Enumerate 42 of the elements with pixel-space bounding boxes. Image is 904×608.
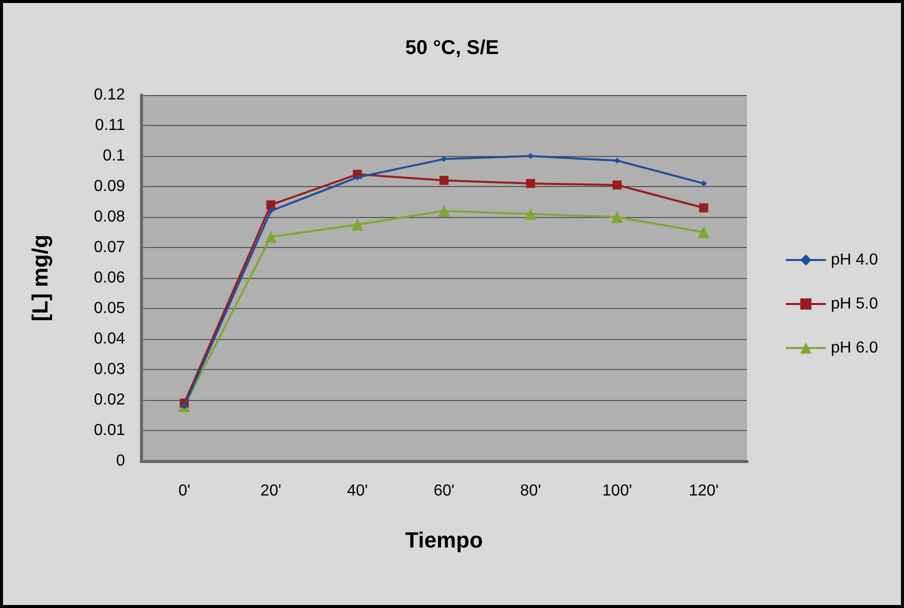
point (524, 208, 537, 220)
y-tick-label: 0.03 (94, 361, 126, 378)
legend-label: pH 6.0 (830, 340, 878, 356)
point (526, 178, 536, 188)
y-tick-label: 0.06 (94, 270, 126, 286)
x-tick-label: 60' (434, 482, 454, 500)
point (181, 403, 188, 410)
point (351, 218, 364, 231)
x-tick-label: 80' (520, 482, 541, 500)
y-tick-label: 0.02 (94, 392, 126, 408)
y-tick-label: 0.07 (94, 239, 126, 256)
point (438, 204, 450, 217)
y-tick-label: 0 (116, 452, 126, 470)
chart-title: 50 °C, S/E (405, 37, 499, 59)
y-tick-label: 0.05 (94, 300, 126, 317)
point (354, 174, 360, 180)
y-tick-label: 0.01 (94, 422, 126, 439)
y-tick-label: 0.1 (102, 148, 126, 164)
legend-label: pH 5.0 (830, 296, 878, 312)
point (612, 180, 622, 190)
point (268, 208, 274, 214)
point (441, 156, 447, 162)
point (699, 203, 708, 212)
point (698, 226, 710, 238)
y-tick-label: 0.08 (94, 208, 126, 226)
point (440, 176, 448, 185)
x-tick-label: 120' (688, 482, 719, 500)
x-tick-label: 100' (602, 482, 632, 500)
x-tick-label: 20' (260, 482, 282, 500)
y-axis-title: [L] mg/g (28, 234, 52, 322)
legend-label: pH 4.0 (830, 252, 878, 268)
y-tick-label: 0.04 (94, 330, 126, 348)
x-axis-title: Tiempo (405, 528, 483, 552)
y-tick-label: 0.12 (94, 86, 126, 104)
x-tick-label: 0' (178, 482, 190, 500)
point (611, 211, 624, 223)
x-tick-label: 40' (347, 482, 368, 500)
y-tick-label: 0.11 (95, 117, 126, 134)
point (266, 200, 276, 210)
point (700, 180, 707, 186)
point (264, 230, 277, 243)
y-tick-label: 0.09 (94, 178, 126, 195)
